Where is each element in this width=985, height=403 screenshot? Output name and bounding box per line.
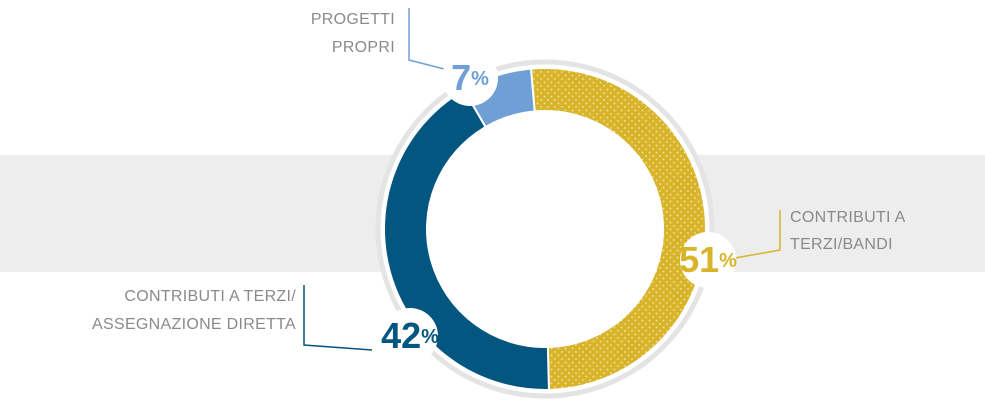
- donut-segment: [529, 67, 707, 391]
- label-background: [680, 232, 736, 288]
- category-label: CONTRIBUTI A TERZI/: [124, 288, 296, 305]
- leader-line: [734, 210, 781, 259]
- value-label: 51%: [679, 239, 737, 280]
- value-label: 42%: [381, 315, 439, 356]
- category-label: CONTRIBUTI A: [790, 209, 906, 226]
- leader-line: [303, 285, 373, 351]
- label-background: [442, 50, 498, 106]
- category-label: PROGETTI: [311, 11, 395, 28]
- value-label: 7%: [451, 57, 489, 98]
- category-label: PROPRI: [332, 39, 395, 56]
- category-label: TERZI/BANDI: [790, 236, 893, 253]
- category-label: ASSEGNAZIONE DIRETTA: [92, 316, 296, 333]
- leader-line: [408, 8, 449, 71]
- label-background: [382, 308, 438, 364]
